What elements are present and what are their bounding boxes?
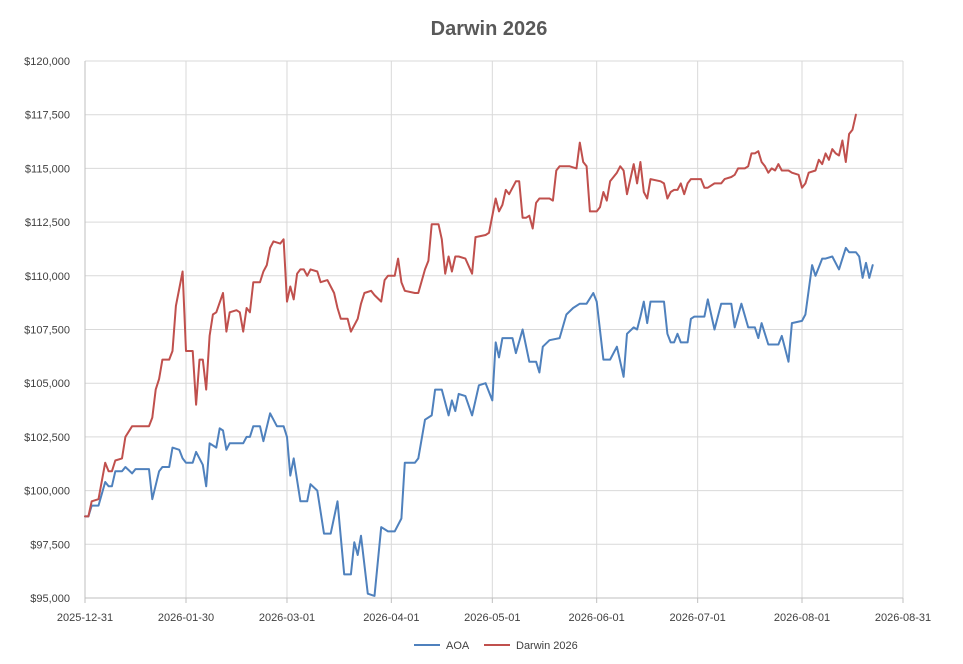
y-tick-label: $117,500 xyxy=(25,110,70,122)
gridlines xyxy=(84,60,904,599)
y-tick-label: $102,500 xyxy=(24,432,70,444)
x-tick-label: 2026-01-30 xyxy=(158,612,214,624)
series-lines xyxy=(84,113,874,597)
y-tick-label: $120,000 xyxy=(24,56,70,68)
x-tick-label: 2025-12-31 xyxy=(57,612,113,624)
axes: $95,000 $97,500 $100,000 $102,500 $105,000 $1… xyxy=(24,56,931,624)
y-tick-label: $97,500 xyxy=(30,539,70,551)
x-tick-label: 2026-08-01 xyxy=(774,612,830,624)
x-tick-label: 2026-05-01 xyxy=(464,612,520,624)
legend-label: Darwin 2026 xyxy=(516,640,578,652)
y-tick-label: $115,000 xyxy=(25,163,70,175)
x-tick-label: 2026-03-01 xyxy=(259,612,315,624)
legend: AOA Darwin 2026 xyxy=(414,640,578,652)
series-line-0 xyxy=(84,246,874,597)
x-tick-label: 2026-07-01 xyxy=(670,612,726,624)
y-tick-label: $110,000 xyxy=(25,271,70,283)
y-tick-label: $95,000 xyxy=(30,593,70,605)
legend-label: AOA xyxy=(446,640,470,652)
y-tick-label: $112,500 xyxy=(25,217,70,229)
x-tick-label: 2026-08-31 xyxy=(875,612,931,624)
y-tick-label: $100,000 xyxy=(24,486,70,498)
x-tick-label: 2026-06-01 xyxy=(569,612,625,624)
y-tick-label: $107,500 xyxy=(24,325,70,337)
chart-title: Darwin 2026 xyxy=(431,18,548,40)
y-tick-label: $105,000 xyxy=(24,378,70,390)
series-line-1 xyxy=(84,113,857,518)
x-tick-label: 2026-04-01 xyxy=(363,612,419,624)
